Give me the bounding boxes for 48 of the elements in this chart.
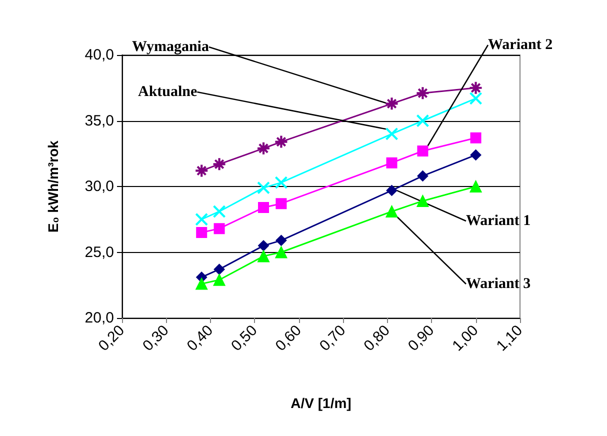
x-tick-label: 0,80: [360, 322, 394, 355]
point: [416, 114, 429, 127]
y-tick-label: 30,0: [84, 178, 114, 195]
point: [470, 149, 482, 160]
point: [276, 234, 287, 246]
point: [213, 274, 226, 286]
x-axis-title: A/V [1/m]: [290, 395, 352, 411]
point: [258, 240, 270, 252]
y-tick-label: 25,0: [84, 244, 114, 261]
point: [276, 198, 287, 210]
y-tick-label: 40,0: [84, 46, 114, 64]
point: [214, 264, 225, 275]
x-tick-label: 0,90: [404, 322, 438, 355]
x-tick-label: 0,30: [140, 322, 172, 355]
y-tick-label: 35,0: [84, 112, 114, 130]
y-tick-label: 20,0: [84, 310, 114, 326]
point: [386, 157, 398, 168]
y-axis-title: E₀ kWh/m³rok: [45, 140, 61, 232]
point: [213, 205, 226, 218]
point: [258, 250, 270, 262]
point: [258, 202, 270, 214]
x-tick-label: 0,70: [316, 322, 350, 355]
point: [386, 205, 398, 218]
point: [258, 182, 270, 194]
point: [470, 180, 482, 192]
text: Wariant 3: [466, 276, 531, 292]
x-tick-label: 1,00: [449, 322, 482, 355]
x-tick-label: 0,50: [228, 322, 261, 355]
point: [386, 128, 398, 140]
point: [416, 194, 429, 207]
x-tick-label: 0,40: [184, 322, 216, 355]
point: [470, 92, 482, 104]
point: [196, 213, 208, 226]
point: [196, 227, 208, 238]
point: [386, 184, 398, 196]
text: Wymagania: [132, 39, 210, 55]
x-tick-label: 0,60: [272, 322, 305, 355]
text: Aktualne: [138, 84, 198, 100]
text: Wariant 1: [466, 213, 531, 229]
point: [275, 176, 288, 189]
point: [470, 132, 482, 144]
x-tick-label: 1,10: [493, 322, 526, 355]
point: [417, 170, 428, 182]
point: [214, 223, 225, 234]
text: Wariant 2: [488, 37, 553, 53]
point: [417, 145, 428, 156]
point: [275, 246, 288, 258]
point: [196, 278, 208, 290]
